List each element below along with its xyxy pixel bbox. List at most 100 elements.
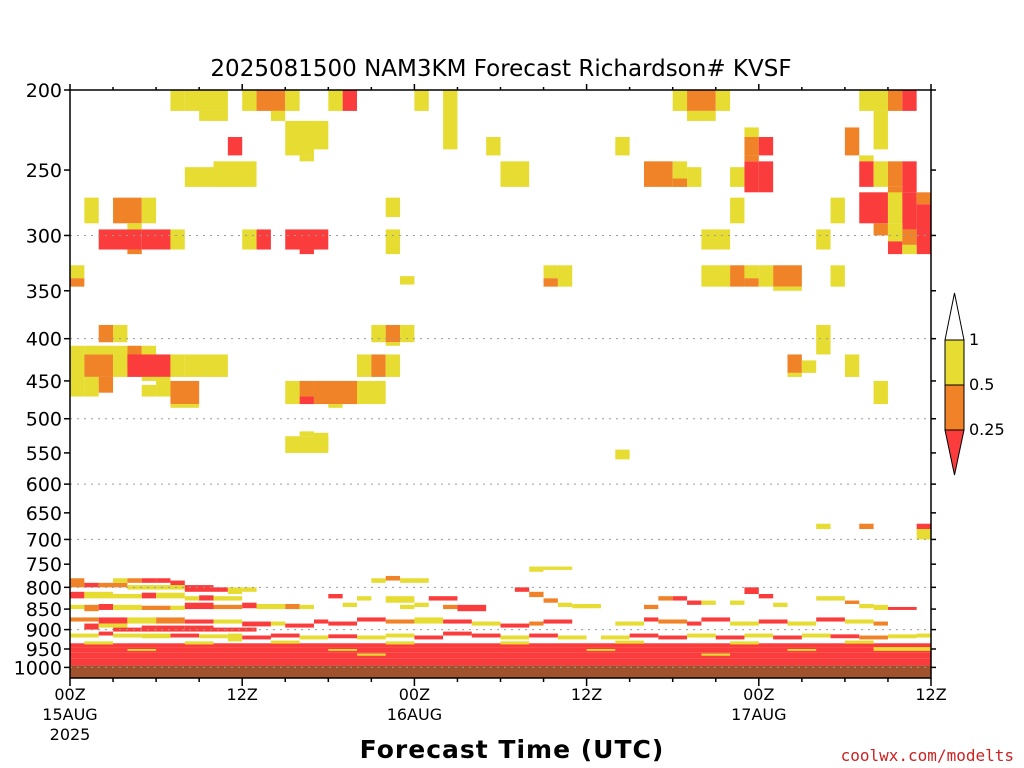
heatmap-cell	[70, 265, 85, 279]
heatmap-cell	[385, 596, 415, 603]
heatmap-cell	[213, 627, 228, 632]
heatmap-cell	[687, 621, 702, 626]
y-tick-label: 500	[26, 409, 62, 431]
heatmap-cell	[859, 603, 874, 609]
heatmap-cell	[500, 641, 530, 645]
heatmap-cell	[113, 324, 128, 343]
heatmap-cell	[127, 223, 142, 230]
heatmap-cell	[457, 604, 487, 612]
heatmap-cell	[98, 582, 128, 588]
heatmap-cell	[156, 617, 185, 624]
heatmap-cell	[299, 380, 314, 397]
heatmap-cell	[170, 404, 200, 408]
heatmap-cell	[471, 633, 501, 638]
x-axis-label: Forecast Time (UTC)	[360, 735, 665, 764]
heatmap-cell	[873, 621, 888, 626]
heatmap-cell	[529, 633, 558, 638]
heatmap-cell	[672, 90, 688, 111]
heatmap-cell	[873, 110, 888, 150]
heatmap-cell	[644, 617, 659, 622]
colorbar-extend-top	[944, 292, 965, 341]
heatmap-cell	[715, 90, 731, 111]
heatmap-cell	[156, 625, 185, 632]
colorbar-box	[944, 339, 965, 386]
heatmap-cell	[758, 619, 788, 624]
heatmap-cell	[615, 137, 630, 156]
heatmap-cell	[385, 229, 401, 255]
heatmap-cell	[500, 623, 530, 628]
heatmap-cell	[328, 648, 357, 651]
heatmap-cell	[443, 90, 458, 150]
heatmap-cell	[184, 596, 200, 601]
heatmap-cell	[586, 648, 616, 651]
y-tick-label: 550	[26, 443, 62, 465]
heatmap-cell	[644, 604, 659, 610]
heatmap-cell	[184, 90, 214, 111]
y-tick-label: 250	[26, 160, 62, 182]
y-axis: 200 250 300 350 400 450 500 550 600 650 700 7508008…	[14, 80, 936, 679]
heatmap-cell	[170, 633, 200, 638]
heatmap-cell	[227, 627, 257, 632]
heatmap-cell	[242, 90, 257, 111]
x-tick-label: 00Z	[743, 685, 774, 704]
heatmap-cell	[730, 265, 745, 287]
plot-background	[70, 90, 931, 678]
heatmap-cell	[213, 90, 228, 111]
heatmap-cell	[299, 396, 314, 405]
heatmap-cell	[170, 380, 200, 405]
y-tick-label: 1000	[14, 657, 62, 679]
heatmap-cell	[758, 137, 774, 156]
y-tick-label: 400	[26, 329, 62, 351]
heatmap-cell	[887, 90, 903, 111]
heatmap-cell	[830, 634, 860, 639]
heatmap-cell	[658, 596, 673, 601]
heatmap-cell	[141, 605, 171, 610]
heatmap-cell	[557, 635, 587, 640]
heatmap-cell	[443, 631, 472, 636]
heatmap-cell	[672, 596, 688, 601]
heatmap-cell	[887, 161, 903, 187]
heatmap-cell	[84, 591, 114, 599]
heatmap-cell	[629, 633, 659, 638]
x-tick-label: 12Z	[227, 685, 258, 704]
heatmap-cell	[787, 621, 817, 626]
heatmap-cell	[385, 342, 401, 346]
colorbar-box	[944, 384, 965, 431]
heatmap-cell	[170, 354, 185, 377]
heatmap-cell	[543, 265, 558, 279]
heatmap-cell	[371, 324, 386, 343]
heatmap-cell	[385, 575, 401, 581]
heatmap-cell	[859, 192, 888, 224]
heatmap-cell	[787, 354, 802, 373]
heatmap-cell	[342, 602, 357, 607]
heatmap-cell	[213, 587, 228, 592]
heatmap-cell	[687, 600, 702, 605]
heatmap-cell	[98, 617, 128, 624]
colorbar-label: 1	[969, 330, 979, 349]
colorbar-legend: 1 0.5 0.25	[944, 292, 1005, 476]
heatmap-cell	[529, 591, 544, 598]
heatmap-cell	[357, 380, 386, 405]
heatmap-cell	[70, 643, 931, 648]
heatmap-cell	[84, 623, 99, 630]
heatmap-cell	[744, 155, 759, 162]
heatmap-cell	[299, 604, 314, 610]
heatmap-cell	[84, 376, 99, 397]
heatmap-cell	[270, 621, 286, 626]
y-tick-label: 600	[26, 474, 62, 496]
colorbar-label: 0.5	[969, 375, 994, 394]
heatmap-cell	[70, 633, 99, 638]
heatmap-cell	[715, 635, 745, 640]
heatmap-cell	[687, 90, 716, 111]
heatmap-cell	[414, 635, 444, 640]
heatmap-cell	[184, 354, 228, 377]
heatmap-cell	[184, 641, 214, 645]
heatmap-cell	[299, 635, 329, 640]
heatmap-cell	[357, 653, 386, 656]
heatmap-cell	[529, 566, 573, 570]
heatmap-cell	[557, 265, 573, 287]
heatmap-cell	[70, 658, 931, 666]
heatmap-cell	[156, 578, 171, 583]
